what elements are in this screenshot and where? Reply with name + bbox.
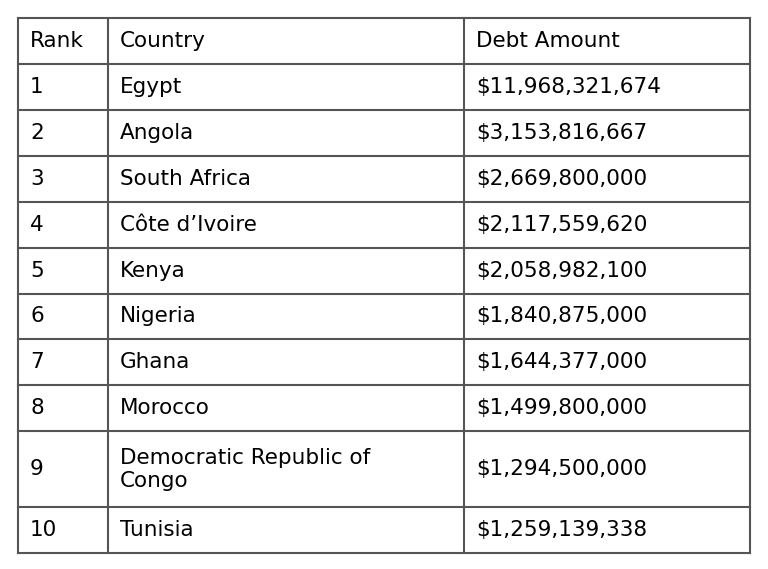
Text: Egypt: Egypt bbox=[121, 77, 183, 97]
Text: $11,968,321,674: $11,968,321,674 bbox=[476, 77, 661, 97]
Text: 6: 6 bbox=[30, 307, 44, 327]
Text: $1,259,139,338: $1,259,139,338 bbox=[476, 520, 647, 540]
Text: $2,058,982,100: $2,058,982,100 bbox=[476, 261, 647, 281]
Text: 2: 2 bbox=[30, 123, 44, 143]
Text: Angola: Angola bbox=[121, 123, 194, 143]
Text: 1: 1 bbox=[30, 77, 44, 97]
Text: Country: Country bbox=[121, 31, 206, 51]
Text: $1,499,800,000: $1,499,800,000 bbox=[476, 398, 647, 418]
Text: $3,153,816,667: $3,153,816,667 bbox=[476, 123, 647, 143]
Text: Nigeria: Nigeria bbox=[121, 307, 197, 327]
Text: Kenya: Kenya bbox=[121, 261, 186, 281]
Text: Rank: Rank bbox=[30, 31, 84, 51]
Text: $1,294,500,000: $1,294,500,000 bbox=[476, 459, 647, 479]
Text: 9: 9 bbox=[30, 459, 44, 479]
Text: $2,117,559,620: $2,117,559,620 bbox=[476, 215, 647, 234]
Text: $1,840,875,000: $1,840,875,000 bbox=[476, 307, 647, 327]
Text: $2,669,800,000: $2,669,800,000 bbox=[476, 169, 647, 189]
Text: Tunisia: Tunisia bbox=[121, 520, 194, 540]
Text: 4: 4 bbox=[30, 215, 44, 234]
Text: 3: 3 bbox=[30, 169, 44, 189]
Text: 10: 10 bbox=[30, 520, 58, 540]
Text: $1,644,377,000: $1,644,377,000 bbox=[476, 352, 647, 373]
Text: Morocco: Morocco bbox=[121, 398, 210, 418]
Text: Ghana: Ghana bbox=[121, 352, 190, 373]
Text: 5: 5 bbox=[30, 261, 44, 281]
Text: 8: 8 bbox=[30, 398, 44, 418]
Text: Debt Amount: Debt Amount bbox=[476, 31, 620, 51]
Text: Côte d’Ivoire: Côte d’Ivoire bbox=[121, 215, 257, 234]
Text: South Africa: South Africa bbox=[121, 169, 251, 189]
Text: Democratic Republic of: Democratic Republic of bbox=[121, 448, 370, 468]
Text: Congo: Congo bbox=[121, 471, 189, 490]
Text: 7: 7 bbox=[30, 352, 44, 373]
